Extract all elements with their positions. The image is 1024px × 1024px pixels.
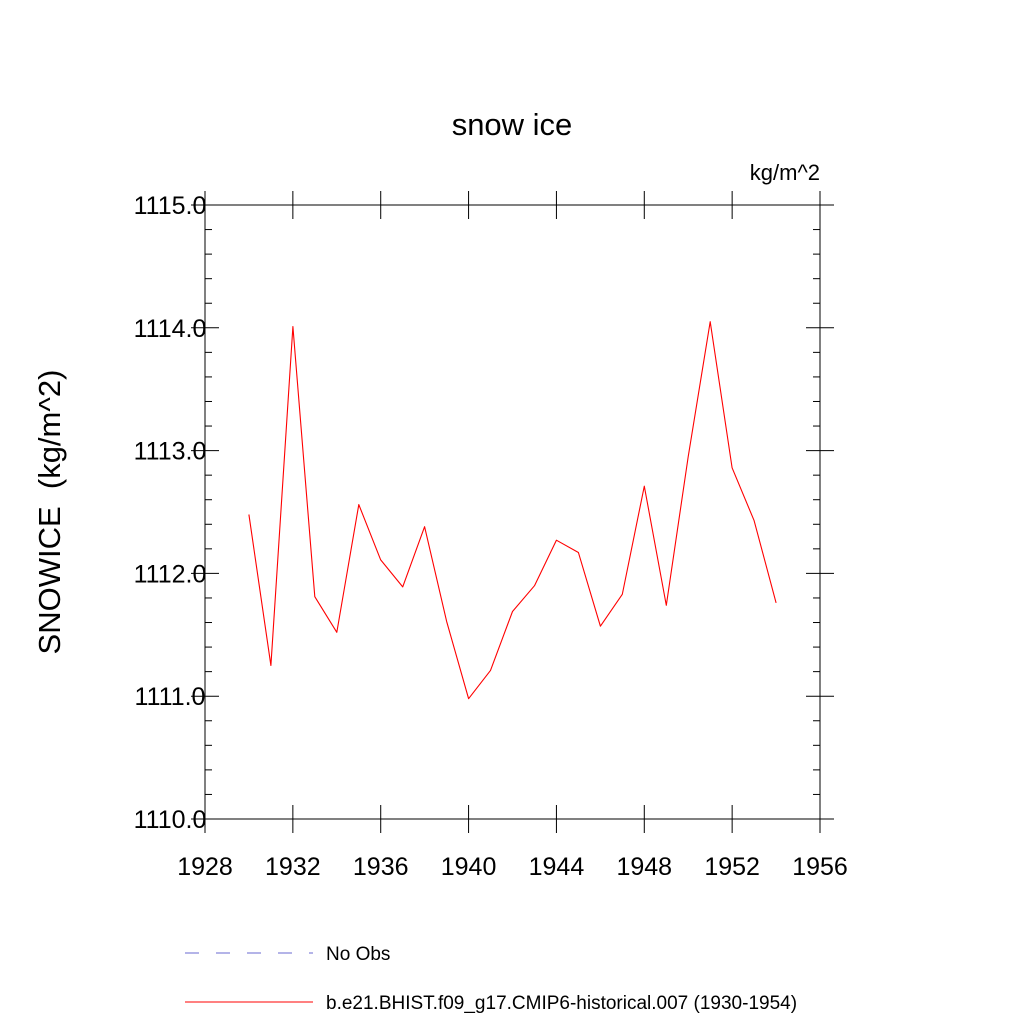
y-tick-label: 1113.0 [134,438,207,466]
y-tick-label: 1110.0 [134,806,207,834]
legend-label-1: b.e21.BHIST.f09_g17.CMIP6-historical.007… [326,993,797,1014]
chart-title: snow ice [452,107,573,142]
x-axis-ticks: 1928 1932 1936 1940 1944 1948 1952 1956 [177,191,848,881]
legend: No Obs b.e21.BHIST.f09_g17.CMIP6-historic… [185,944,797,1014]
plot-frame [204,204,821,820]
y-tick-label: 1112.0 [134,560,207,588]
x-tick-label: 1956 [792,853,848,881]
legend-label-0: No Obs [326,944,390,965]
y-axis-label: SNOWICE (kg/m^2) [32,370,67,655]
series-layer [248,321,777,700]
series-line-0 [248,321,777,700]
x-tick-label: 1952 [704,853,760,881]
x-tick-label: 1944 [529,853,585,881]
y-axis-ticks: 1110.0 1111.0 1112.0 1113.0 1114.0 1115.0 [134,192,834,834]
y-tick-label: 1111.0 [135,683,206,711]
x-tick-label: 1936 [353,853,409,881]
units-label: kg/m^2 [750,160,820,185]
x-tick-label: 1928 [177,853,233,881]
y-tick-label: 1114.0 [134,315,207,343]
y-tick-label: 1115.0 [134,192,207,220]
x-tick-label: 1932 [265,853,321,881]
x-tick-label: 1940 [441,853,497,881]
x-tick-label: 1948 [616,853,672,881]
